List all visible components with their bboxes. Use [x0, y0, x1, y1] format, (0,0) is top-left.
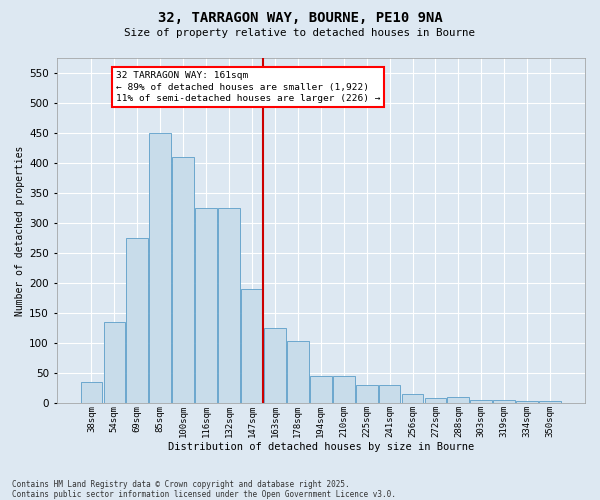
Bar [401, 394, 424, 404]
Bar [172, 156, 194, 404]
Bar [448, 398, 469, 404]
Bar [264, 328, 286, 404]
Bar [127, 238, 148, 404]
Bar [516, 401, 538, 404]
Text: Size of property relative to detached houses in Bourne: Size of property relative to detached ho… [125, 28, 476, 38]
Text: 32 TARRAGON WAY: 161sqm
← 89% of detached houses are smaller (1,922)
11% of semi: 32 TARRAGON WAY: 161sqm ← 89% of detache… [116, 70, 380, 104]
Bar [539, 401, 561, 404]
Text: 32, TARRAGON WAY, BOURNE, PE10 9NA: 32, TARRAGON WAY, BOURNE, PE10 9NA [158, 11, 442, 25]
Text: Contains HM Land Registry data © Crown copyright and database right 2025.
Contai: Contains HM Land Registry data © Crown c… [12, 480, 396, 499]
Bar [287, 342, 309, 404]
Bar [104, 322, 125, 404]
Bar [425, 398, 446, 404]
Bar [241, 289, 263, 404]
Bar [149, 132, 171, 404]
Bar [333, 376, 355, 404]
Bar [80, 382, 103, 404]
Bar [310, 376, 332, 404]
Bar [493, 400, 515, 404]
Bar [470, 400, 492, 404]
Bar [356, 386, 377, 404]
Y-axis label: Number of detached properties: Number of detached properties [15, 145, 25, 316]
Bar [195, 208, 217, 404]
X-axis label: Distribution of detached houses by size in Bourne: Distribution of detached houses by size … [167, 442, 474, 452]
Bar [379, 386, 400, 404]
Bar [218, 208, 240, 404]
